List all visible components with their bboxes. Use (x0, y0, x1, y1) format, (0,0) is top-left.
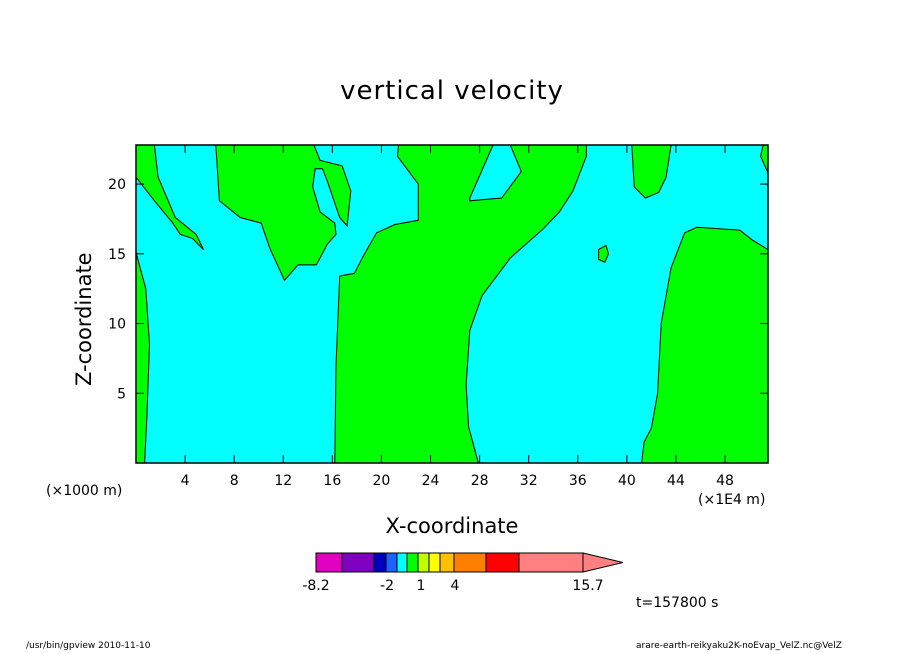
colorbar-label: -8.2 (302, 578, 329, 594)
x-axis-label: X-coordinate (385, 514, 519, 538)
x-tick-label: 32 (520, 473, 538, 489)
colorbar-swatch (518, 552, 584, 573)
contour-region-1 (135, 144, 204, 250)
time-label: t=157800 s (636, 595, 719, 611)
contour-region-2 (215, 144, 352, 282)
colorbar-label: 4 (451, 578, 460, 594)
colorbar-swatch (485, 552, 520, 573)
colorbar-swatch (417, 552, 430, 573)
colorbar-swatch (439, 552, 455, 573)
colorbar-swatch (373, 552, 387, 573)
colorbar-swatch (396, 552, 408, 573)
x-tick-label: 44 (667, 473, 685, 489)
colorbar-label: 15.7 (572, 578, 603, 594)
colorbar-swatch (406, 552, 419, 573)
colorbar-swatch (428, 552, 441, 573)
x-tick-label: 12 (274, 473, 292, 489)
contour-fills (135, 144, 769, 464)
x-tick-label: 16 (323, 473, 341, 489)
colorbar-swatch (453, 552, 487, 573)
x-tick-label: 40 (618, 473, 636, 489)
footer-left-text: /usr/bin/gpview 2010-11-10 (26, 641, 151, 651)
x-tick-label: 28 (471, 473, 489, 489)
x-tick-label: 20 (373, 473, 391, 489)
colorbar-label: 1 (417, 578, 426, 594)
colorbar-swatch (341, 552, 375, 573)
x-tick-label: 4 (181, 473, 190, 489)
colorbar-swatch (385, 552, 398, 573)
x-tick-label: 24 (422, 473, 440, 489)
x-unit-right: (×1E4 m) (698, 492, 766, 508)
y-tick-label: 10 (108, 317, 126, 333)
x-tick-label: 36 (569, 473, 587, 489)
contour-region-5 (598, 244, 610, 263)
y-tick-label: 15 (108, 247, 126, 263)
x-unit-left: (×1000 m) (46, 483, 123, 499)
y-tick-label: 20 (108, 177, 126, 193)
y-tick-label: 5 (117, 386, 126, 402)
colorbar-label: -2 (380, 578, 394, 594)
x-tick-label: 8 (230, 473, 239, 489)
colorbar-swatch (315, 552, 343, 573)
colorbar: -8.2 -2 1 4 15.7 (302, 552, 624, 594)
colorbar-arrow (582, 552, 624, 573)
footer-right-text: arare-earth-reikyaku2K-noEvap_VelZ.nc@Ve… (636, 641, 842, 651)
x-tick-label: 48 (716, 473, 734, 489)
chart-title: vertical velocity (340, 76, 564, 106)
plot-frame (135, 144, 769, 464)
contour-region-4 (334, 144, 587, 464)
